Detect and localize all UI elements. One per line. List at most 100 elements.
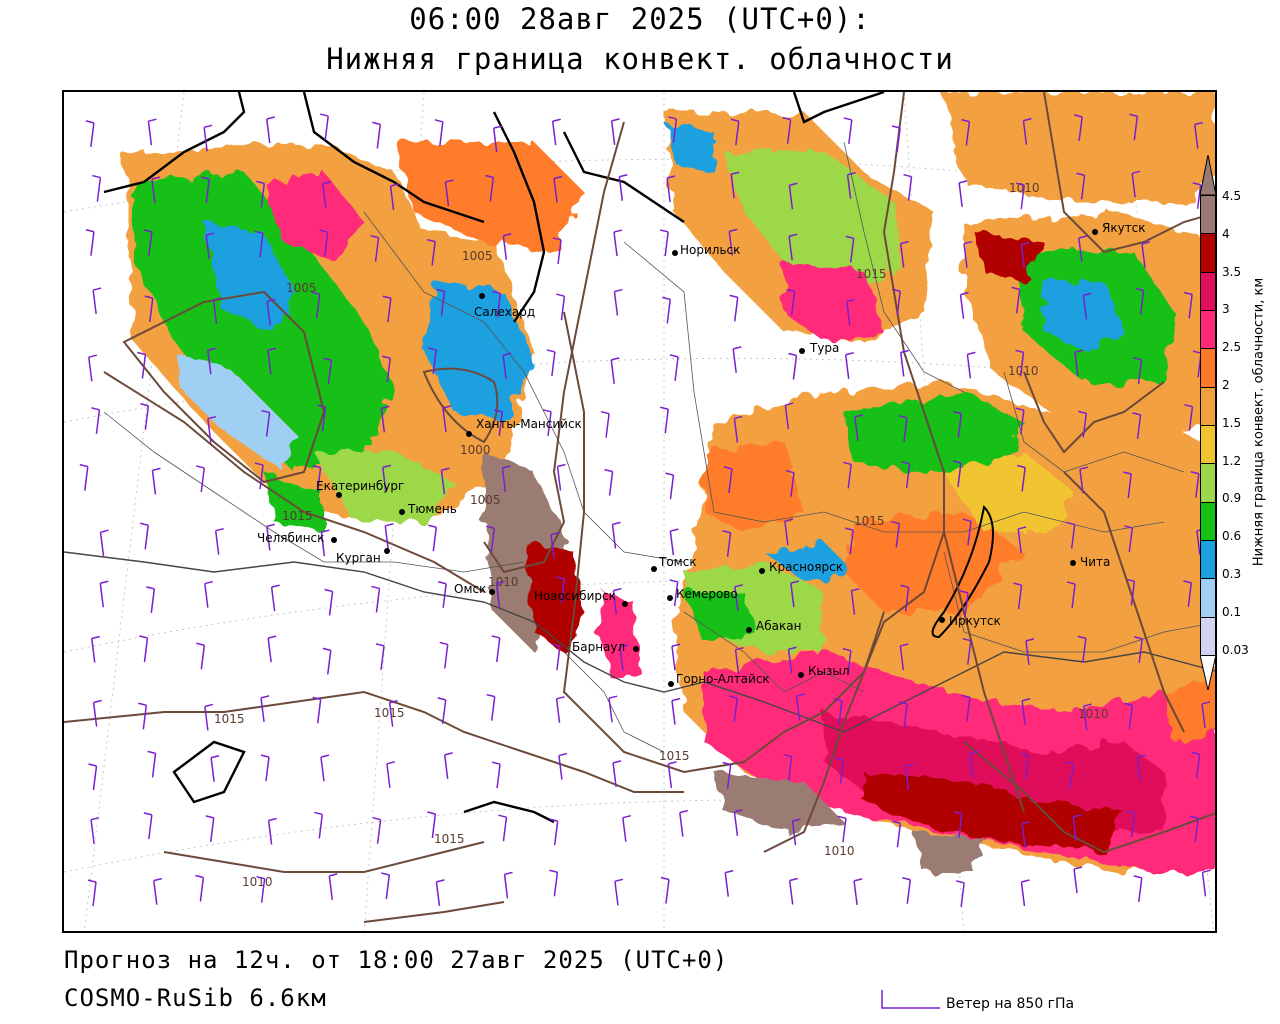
city-yakutsk: Якутск xyxy=(1092,221,1146,235)
legend-swatch xyxy=(1200,310,1216,350)
wind-barb xyxy=(146,586,156,613)
legend-level-label: 0.03 xyxy=(1222,642,1249,657)
wind-barb xyxy=(1011,286,1021,314)
wind-barb xyxy=(552,237,562,265)
city-salekhard: Салехард xyxy=(474,293,535,319)
wind-barb xyxy=(1073,114,1083,141)
wind-barb xyxy=(613,288,623,316)
wind-barb xyxy=(254,230,264,258)
svg-text:Екатеринбург: Екатеринбург xyxy=(316,479,404,493)
wind-barb xyxy=(604,468,614,496)
wind-barb xyxy=(734,646,744,674)
map-title-parameter: Нижняя граница конвект. облачности xyxy=(326,42,954,76)
isobar-label: 1010 xyxy=(1078,707,1109,721)
map-title-time: 06:00 28авг 2025 (UTC+0): xyxy=(409,2,871,36)
wind-barb xyxy=(436,288,446,316)
svg-text:Тюмень: Тюмень xyxy=(407,502,457,516)
isobar-labels: 1005 1005 1000 1005 1010 1015 1015 1015 … xyxy=(214,181,1109,889)
wind-barb xyxy=(728,228,738,256)
wind-barb xyxy=(729,294,739,322)
wind-barb xyxy=(492,290,502,318)
wind-barb xyxy=(201,176,211,204)
svg-text:Томск: Томск xyxy=(658,555,697,569)
city-novosibirsk: Новосибирск xyxy=(534,589,628,607)
wind-barb xyxy=(899,240,909,268)
legend-swatch xyxy=(1200,463,1216,503)
wind-barb xyxy=(434,119,444,146)
wind-barb xyxy=(261,409,271,437)
wind-barb xyxy=(843,461,852,489)
wind-barb xyxy=(787,646,797,674)
wind-barb xyxy=(959,590,969,617)
wind-barb xyxy=(845,235,855,263)
wind-barb xyxy=(659,229,669,257)
svg-text:Иркутск: Иркутск xyxy=(949,614,1001,628)
wind-barb xyxy=(442,405,452,433)
wind-barb xyxy=(854,414,864,441)
isobar-label: 1015 xyxy=(374,706,405,720)
isobar-label: 1015 xyxy=(854,514,885,528)
wind-barb xyxy=(1136,754,1146,782)
wind-barb xyxy=(428,524,438,552)
wind-barb xyxy=(79,463,89,491)
wind-barb xyxy=(1013,582,1023,610)
wind-barb xyxy=(1131,170,1141,198)
wind-barb xyxy=(556,576,566,604)
city-tyumen: Тюмень xyxy=(399,502,457,516)
svg-text:Якутск: Якутск xyxy=(1102,221,1146,235)
wind-barb xyxy=(550,531,560,559)
wind-barb xyxy=(782,116,792,144)
wind-barb xyxy=(371,585,381,613)
legend-level-label: 1.5 xyxy=(1222,415,1242,430)
wind-barb xyxy=(153,877,162,905)
wind-barb xyxy=(963,240,973,268)
wind-barb xyxy=(203,124,213,152)
wind-barb xyxy=(443,752,453,779)
wind-barb xyxy=(1191,751,1201,779)
wind-barb xyxy=(1134,636,1143,663)
wind-barb xyxy=(314,811,324,839)
legend-swatch xyxy=(1200,348,1216,388)
wind-barb xyxy=(204,703,214,731)
wind-barb xyxy=(389,183,399,211)
wind-barb xyxy=(549,869,559,897)
wind-barb xyxy=(196,642,206,670)
wind-barb xyxy=(833,698,843,725)
isobar-label: 1000 xyxy=(460,443,491,457)
wind-barb xyxy=(892,288,901,316)
isobar-label: 1015 xyxy=(434,832,465,846)
wind-barb xyxy=(485,174,495,202)
wind-barb xyxy=(898,701,908,729)
wind-barb xyxy=(1077,635,1087,663)
wind-barb xyxy=(143,812,153,840)
city-omsk: Омск xyxy=(454,582,495,596)
wind-barb xyxy=(266,116,275,144)
wind-key-symbol xyxy=(881,990,940,1009)
wind-barb xyxy=(1015,349,1025,377)
wind-barb xyxy=(1126,578,1136,606)
wind-barb xyxy=(722,530,732,557)
wind-barb xyxy=(92,699,102,727)
wind-barb xyxy=(503,871,513,899)
wind-barb xyxy=(1076,172,1086,200)
legend-swatch xyxy=(1200,578,1216,618)
wind-barb xyxy=(844,527,854,555)
svg-text:Горно-Алтайск: Горно-Алтайск xyxy=(676,672,770,686)
wind-barb xyxy=(549,818,559,846)
legend-level-label: 0.6 xyxy=(1222,529,1242,544)
wind-barb xyxy=(600,410,610,438)
wind-barb xyxy=(1201,701,1211,729)
city-khanty-mansiysk: Ханты-Мансийск xyxy=(466,417,582,437)
city-kemerovo: Кемерово xyxy=(667,587,738,601)
wind-barb xyxy=(853,878,863,905)
wind-barb xyxy=(260,695,270,722)
city-chita: Чита xyxy=(1070,555,1110,569)
isobar-label: 1005 xyxy=(462,249,493,263)
wind-barb xyxy=(1082,703,1092,731)
wind-barb xyxy=(92,174,102,202)
wind-barb xyxy=(495,580,505,608)
wind-barb xyxy=(312,696,322,724)
svg-text:Новосибирск: Новосибирск xyxy=(534,589,616,603)
wind-barb xyxy=(850,587,860,615)
wind-barb xyxy=(732,346,742,373)
